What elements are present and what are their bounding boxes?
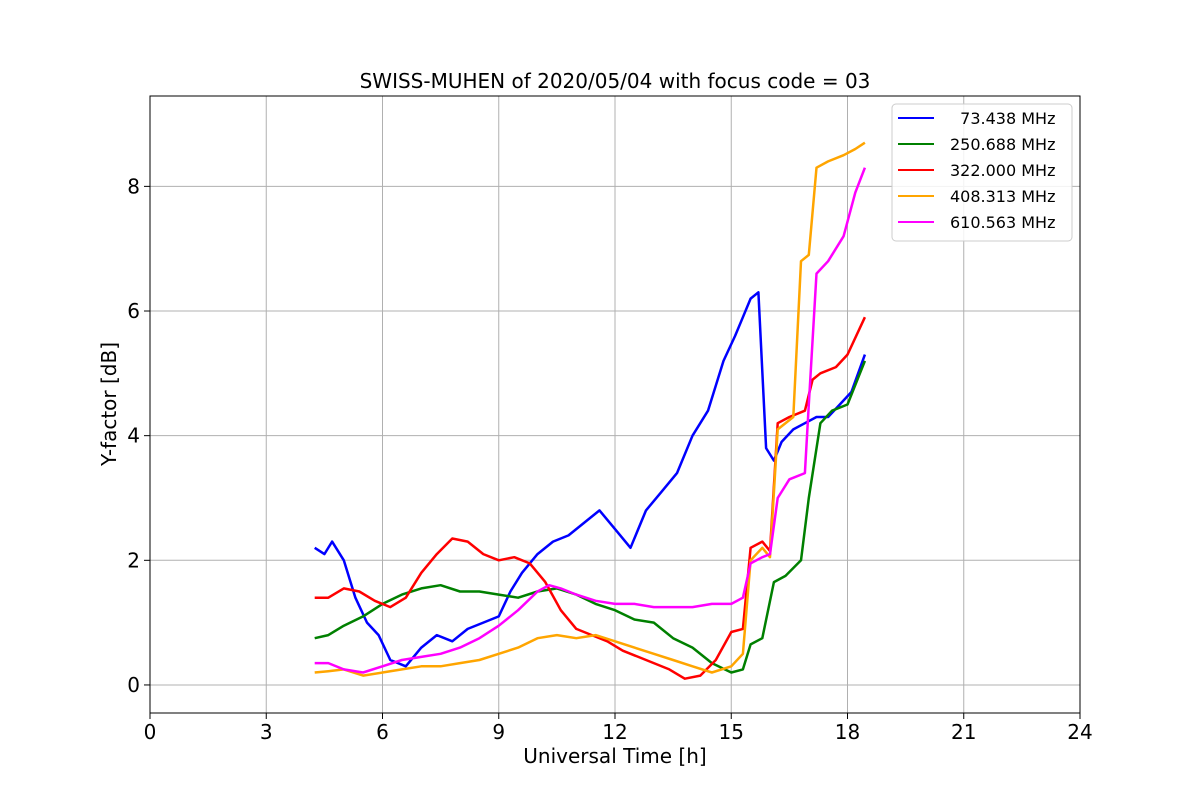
x-tick-label: 6	[376, 720, 389, 744]
series-line-2	[314, 360, 867, 674]
series-line-1	[314, 291, 867, 668]
x-tick-label: 21	[951, 720, 976, 744]
x-tick-label: 24	[1067, 720, 1092, 744]
x-tick-label: 9	[492, 720, 505, 744]
x-tick-label: 15	[719, 720, 744, 744]
x-axis-label: Universal Time [h]	[523, 744, 706, 768]
series-line-5	[314, 167, 867, 674]
series-layer	[314, 141, 867, 680]
y-tick-label: 6	[127, 299, 140, 323]
legend-label-4: 408.313 MHz	[950, 187, 1055, 206]
legend-box	[891, 103, 1073, 242]
y-tick-label: 8	[127, 174, 140, 198]
y-tick-label: 0	[127, 673, 140, 697]
legend-label-5: 610.563 MHz	[950, 213, 1055, 232]
series-line-3	[314, 316, 867, 680]
y-tick-label: 2	[127, 548, 140, 572]
legend: 73.438 MHz 250.688 MHz 322.000 MHz 408.313 …	[891, 103, 1073, 242]
y-tick-label: 4	[127, 424, 140, 448]
y-axis-label: Y-factor [dB]	[97, 342, 121, 467]
legend-label-3: 322.000 MHz	[950, 161, 1055, 180]
chart-title: SWISS-MUHEN of 2020/05/04 with focus cod…	[360, 69, 871, 93]
legend-label-1: 73.438 MHz	[950, 109, 1055, 128]
x-tick-label: 18	[835, 720, 860, 744]
legend-label-2: 250.688 MHz	[950, 135, 1055, 154]
x-tick-label: 0	[144, 720, 157, 744]
x-tick-label: 12	[602, 720, 627, 744]
x-tick-label: 3	[260, 720, 273, 744]
series-line-4	[314, 141, 866, 677]
